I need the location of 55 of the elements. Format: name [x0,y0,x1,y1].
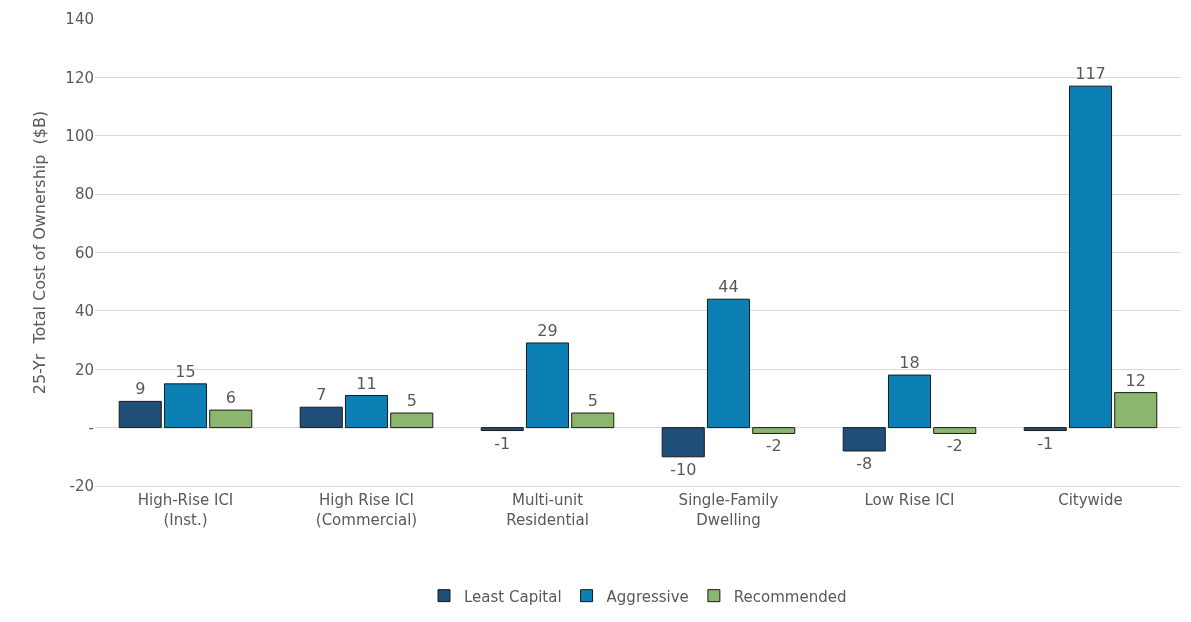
data-label: 6 [225,388,236,408]
bar [1114,392,1158,429]
legend-label: Recommended [733,587,847,606]
data-label: 29 [537,320,558,340]
data-label: -10 [670,459,697,479]
bar [661,427,705,458]
y-tick-label: -20 [69,477,94,496]
data-label: 18 [899,353,920,373]
bar [571,412,615,429]
bar [887,374,932,429]
bar [706,298,751,429]
x-tick-label: Multi-unit Residential [506,491,589,529]
y-tick-label: 60 [74,243,94,262]
data-label: 7 [316,385,327,405]
data-label: -1 [1037,433,1054,453]
y-tick-label: 100 [65,127,94,145]
data-label: 11 [356,373,377,393]
y-axis-title: 25-Yr Total Cost of Ownership ($B) [30,110,50,395]
y-tick-label: - [88,418,94,437]
bar [752,427,796,434]
data-label: 44 [718,277,739,297]
x-tick-label: Citywide [1058,491,1123,509]
bar [933,427,977,434]
data-label: -8 [856,453,873,473]
x-tick-label: Single-Family Dwelling [678,491,779,529]
bar [163,383,208,429]
data-label: -2 [765,436,782,456]
bar [118,400,162,429]
x-tick-label: High Rise ICI (Commercial) [315,491,418,529]
bar [344,395,389,429]
bar [299,406,343,429]
data-label: -1 [494,433,511,453]
bar [390,412,434,429]
x-tick-label: High-Rise ICI (Inst.) [137,491,234,529]
data-label: -2 [946,436,963,456]
legend-label: Least Capital [464,587,562,606]
y-tick-label: 80 [74,185,94,204]
data-label: 117 [1075,64,1106,84]
x-tick-label: Low Rise ICI [864,491,955,509]
data-label: 15 [175,361,196,381]
bar [1023,427,1067,432]
y-tick-label: 120 [65,68,94,87]
data-label: 12 [1125,370,1146,390]
y-tick-label: 40 [74,302,94,321]
bar [480,427,524,432]
bar [525,342,570,429]
data-label: 5 [406,391,417,411]
legend-label: Aggressive [606,587,689,606]
bar [209,409,253,429]
data-label: 5 [587,391,598,411]
y-tick-label: 140 [65,10,94,29]
bar [842,427,886,452]
data-label: 9 [135,379,146,399]
bar [1068,85,1113,429]
y-tick-label: 20 [74,360,94,379]
